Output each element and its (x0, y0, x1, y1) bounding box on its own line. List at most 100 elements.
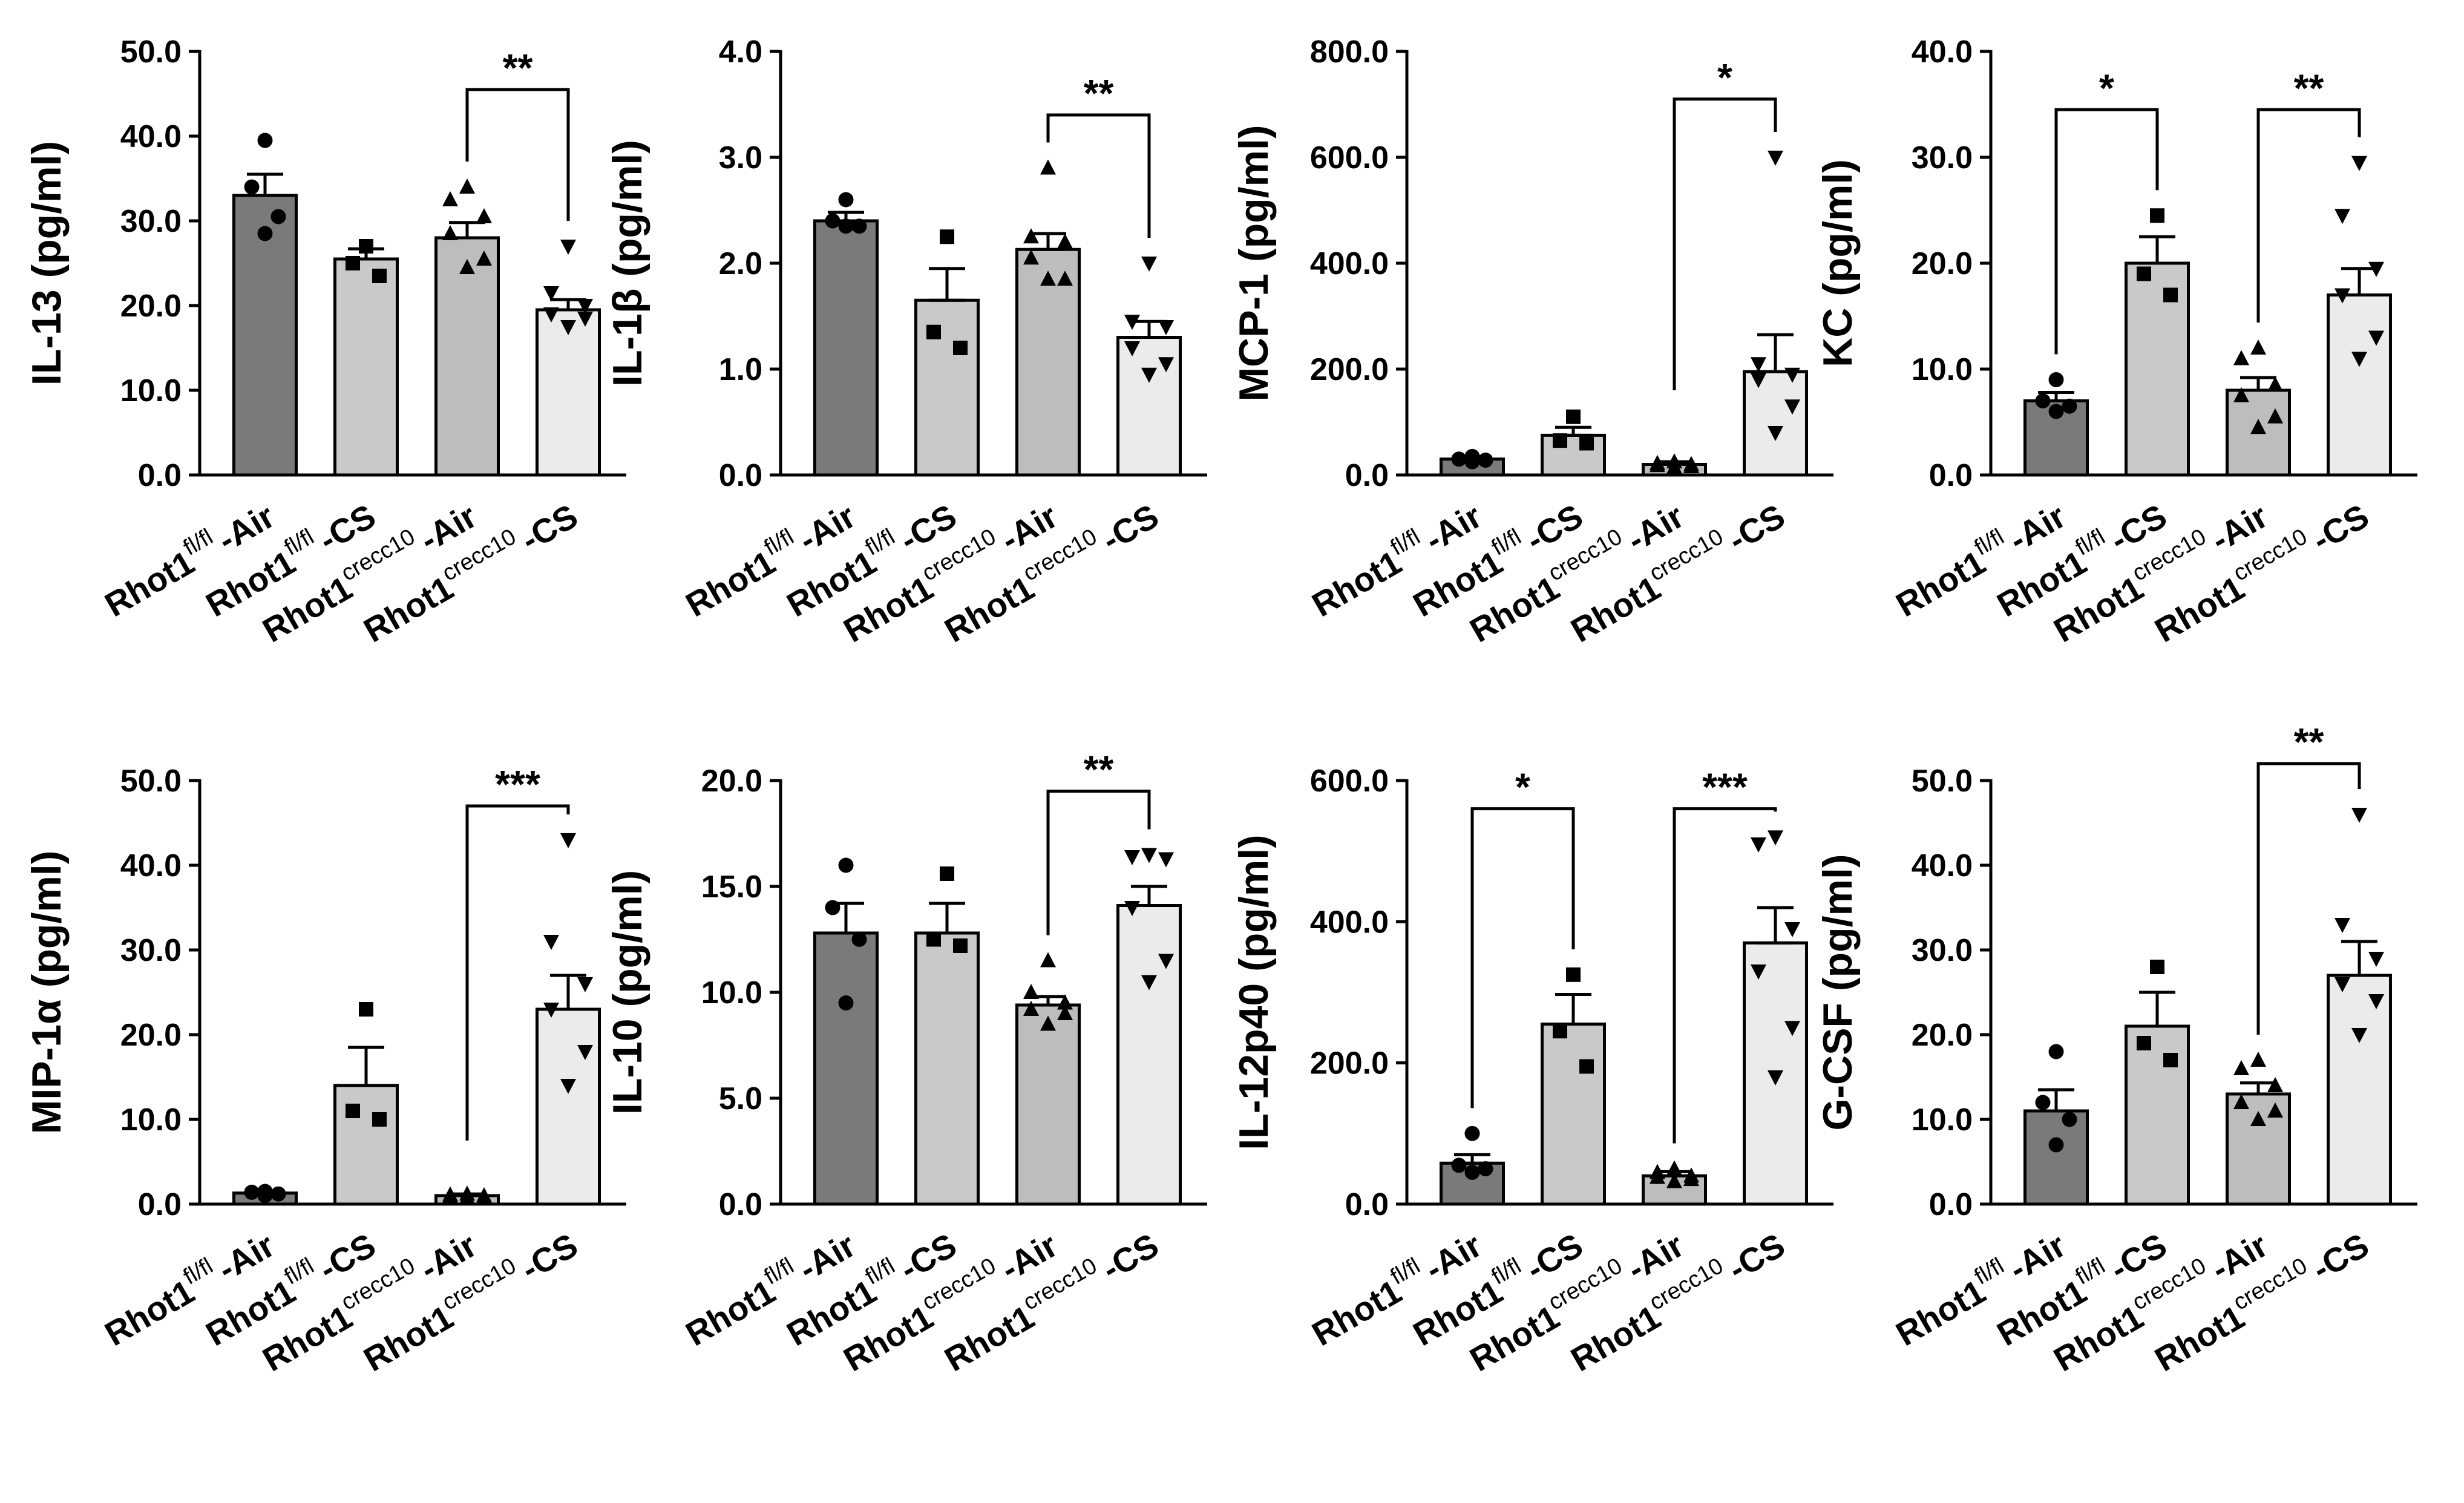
category-label: Rhot1fl/fl-Air (677, 493, 862, 624)
data-point (2233, 1060, 2249, 1075)
data-point (560, 320, 576, 335)
y-tick-label: 20.0 (120, 289, 182, 324)
data-point (2335, 209, 2350, 224)
y-tick-label: 0.0 (1929, 458, 1973, 493)
data-point (1057, 234, 1073, 249)
significance-bracket (465, 88, 570, 221)
category-base: Rhot1 (938, 569, 1040, 650)
data-point (1141, 975, 1157, 991)
y-tick-label: 400.0 (1310, 246, 1389, 281)
bar (1743, 370, 1808, 477)
data-point (543, 935, 559, 950)
category-label: Rhot1fl/fl-Air (1887, 1222, 2072, 1353)
bar (2125, 261, 2190, 477)
data-point (2368, 994, 2384, 1009)
bar (2226, 1092, 2291, 1206)
y-axis-title: IL-1β (pg/ml) (605, 140, 650, 387)
data-point (2137, 266, 2151, 281)
category-suffix: -CS (2305, 497, 2375, 559)
category-base: Rhot1 (1890, 1272, 1992, 1353)
significance-label: ** (1084, 748, 1114, 791)
data-point (1751, 837, 1766, 853)
significance-label: * (1717, 56, 1732, 99)
y-tick-label: 40.0 (1912, 848, 1973, 883)
chart-panel-il1b: 0.0 1.0 2.0 3.0 4.0 IL-1β (pg/ml) ** Rhot1fl/fl… (605, 34, 1207, 649)
data-point (1751, 373, 1766, 388)
significance-bracket (1470, 807, 1575, 1108)
category-label: Rhot1fl/fl-Air (96, 1222, 281, 1353)
y-tick-label: 50.0 (120, 764, 182, 799)
data-point (1751, 357, 1766, 373)
y-tick-label: 0.0 (138, 1187, 182, 1222)
data-point (2048, 404, 2064, 419)
data-point (1057, 270, 1073, 286)
data-point (1464, 1125, 1480, 1141)
data-point (1768, 151, 1783, 166)
significance-bracket (1673, 807, 1777, 1144)
data-point (1023, 1001, 1039, 1016)
data-point (838, 995, 854, 1010)
data-point (1768, 1070, 1783, 1086)
data-point (1768, 830, 1783, 846)
category-base: Rhot1 (2148, 569, 2250, 650)
data-point (1158, 357, 1174, 373)
data-point (577, 977, 593, 992)
data-point (2048, 372, 2064, 387)
y-tick-label: 600.0 (1310, 764, 1389, 799)
y-tick-label: 10.0 (120, 1102, 182, 1138)
category-base: Rhot1 (357, 1298, 459, 1379)
data-point (459, 178, 475, 194)
category-base: Rhot1 (1306, 1272, 1408, 1353)
y-tick-label: 40.0 (120, 848, 182, 883)
y-axis-title: G-CSF (pg/ml) (1815, 854, 1861, 1130)
y-tick-label: 0.0 (1929, 1187, 1973, 1222)
bar (434, 236, 500, 477)
y-tick-label: 4.0 (719, 34, 762, 70)
data-point (2351, 1028, 2367, 1043)
data-point (372, 1112, 387, 1127)
data-point (476, 208, 492, 223)
data-point (1451, 1158, 1467, 1173)
data-point (2062, 1112, 2077, 1127)
data-point (953, 341, 968, 355)
data-point (1784, 399, 1800, 415)
data-point (1040, 159, 1056, 175)
data-point (1666, 1173, 1682, 1188)
data-point (2035, 1095, 2051, 1110)
category-suffix: -CS (1722, 1226, 1791, 1288)
data-point (577, 1045, 593, 1060)
bar (1116, 904, 1182, 1206)
data-point (560, 240, 576, 255)
bar (2327, 293, 2392, 477)
data-point (1124, 850, 1140, 865)
category-suffix: -CS (514, 497, 584, 559)
y-tick-label: 10.0 (1912, 1102, 1973, 1138)
y-axis-title: IL-13 (pg/ml) (24, 141, 70, 385)
data-point (2351, 156, 2367, 171)
y-tick-label: 1.0 (719, 352, 762, 387)
bar (1541, 433, 1606, 477)
data-point (244, 179, 260, 195)
data-point (2335, 918, 2350, 933)
category-base: Rhot1 (1890, 543, 1992, 624)
data-point (1124, 341, 1140, 356)
data-point (2267, 376, 2283, 392)
category-base: Rhot1 (99, 543, 201, 624)
y-tick-label: 0.0 (138, 458, 182, 493)
bar (333, 1084, 399, 1206)
bar (813, 931, 879, 1206)
data-point (2250, 1111, 2266, 1126)
significance-label: *** (1702, 765, 1748, 809)
category-label: Rhot1fl/fl-Air (1887, 493, 2072, 624)
data-point (442, 191, 458, 206)
data-point (2233, 1094, 2249, 1109)
chart-panel-mcp1: 0.0 200.0 400.0 600.0 800.0 MCP-1 (pg/ml) * Rho… (1231, 34, 1833, 649)
data-point (940, 229, 954, 244)
category-base: Rhot1 (1564, 569, 1666, 650)
data-point (1141, 257, 1157, 272)
bar (2023, 1109, 2089, 1206)
y-tick-label: 400.0 (1310, 905, 1389, 940)
category-suffix: -CS (1095, 497, 1165, 559)
